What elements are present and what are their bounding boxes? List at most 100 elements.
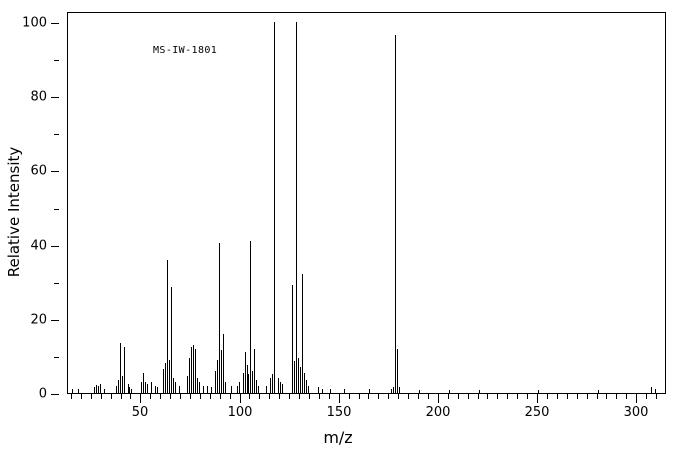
y-tick-minor [54, 283, 59, 284]
peak-bar [179, 385, 180, 393]
peak-bar [369, 389, 370, 393]
x-tick-minor [289, 394, 290, 399]
x-tick-minor [597, 394, 598, 399]
x-tick-label: 250 [524, 405, 550, 420]
y-tick-minor [54, 209, 59, 210]
peak-bar [131, 388, 132, 393]
y-tick-major [51, 23, 59, 24]
x-tick-minor [497, 394, 498, 399]
x-tick-minor [527, 394, 528, 399]
x-tick-minor [190, 394, 191, 399]
peak-bar [157, 387, 158, 393]
x-tick-minor [111, 394, 112, 399]
plot-area: MS-IW-1801 [67, 12, 666, 394]
peak-bar [165, 363, 166, 393]
peak-bar [247, 365, 248, 393]
y-tick-major [51, 246, 59, 247]
peak-bar [395, 35, 396, 393]
sample-label: MS-IW-1801 [153, 45, 218, 56]
y-tick-label: 60 [30, 163, 47, 179]
x-tick-minor [468, 394, 469, 399]
x-axis: 50 100 150 200 250 300 m/z [0, 394, 676, 455]
peak-bar [274, 22, 275, 393]
peak-bar [193, 344, 194, 393]
x-tick-minor [487, 394, 488, 399]
x-tick-major [636, 394, 637, 403]
peak-bar [300, 367, 301, 393]
peak-bar [116, 385, 117, 393]
x-tick-minor [388, 394, 389, 399]
x-tick-minor [616, 394, 617, 399]
peak-bar [191, 346, 192, 393]
peak-bar [270, 378, 271, 393]
x-tick-minor [557, 394, 558, 399]
y-tick-label: 40 [30, 238, 47, 254]
peak-bar [171, 287, 172, 393]
x-tick-label: 50 [131, 405, 149, 420]
y-tick-label: 80 [30, 89, 47, 105]
x-tick-major [339, 394, 340, 403]
peak-bar [120, 342, 121, 393]
peak-bar [151, 381, 152, 393]
peak-bar [189, 357, 190, 393]
x-tick-minor [309, 394, 310, 399]
y-tick-label: 0 [38, 386, 47, 402]
x-tick-minor [81, 394, 82, 399]
peak-bar [199, 381, 200, 393]
peak-bar [344, 389, 345, 393]
x-tick-minor [220, 394, 221, 399]
x-tick-minor [259, 394, 260, 399]
x-tick-minor [587, 394, 588, 399]
x-tick-label: 100 [227, 405, 253, 420]
x-tick-minor [408, 394, 409, 399]
x-tick-minor [180, 394, 181, 399]
peak-bar [419, 390, 420, 393]
x-tick-minor [577, 394, 578, 399]
x-tick-minor [646, 394, 647, 399]
y-tick-major [51, 320, 59, 321]
peak-bar [163, 368, 164, 393]
peak-bar [479, 390, 480, 393]
peak-bar [129, 387, 130, 393]
peak-bar [72, 388, 73, 393]
peak-bar [302, 274, 303, 393]
x-tick-minor [368, 394, 369, 399]
x-tick-minor [160, 394, 161, 399]
x-tick-label: 150 [326, 405, 352, 420]
peak-bar [245, 352, 246, 393]
y-tick-major [51, 394, 59, 395]
peak-series [68, 13, 665, 393]
x-tick-minor [656, 394, 657, 399]
y-tick-major [51, 97, 59, 98]
x-tick-minor [299, 394, 300, 399]
x-tick-minor [428, 394, 429, 399]
peak-bar [306, 380, 307, 393]
peak-bar [124, 346, 125, 393]
x-tick-minor [230, 394, 231, 399]
y-tick-label: 100 [22, 15, 47, 31]
x-tick-minor [349, 394, 350, 399]
x-tick-minor [329, 394, 330, 399]
peak-bar [217, 359, 218, 393]
y-tick-minor [54, 134, 59, 135]
peak-bar [294, 361, 295, 393]
peak-bar [391, 389, 392, 393]
peak-bar [282, 383, 283, 393]
peak-bar [330, 389, 331, 393]
peak-bar [118, 380, 119, 393]
peak-bar [304, 372, 305, 393]
peak-bar [167, 259, 168, 393]
y-tick-label: 20 [30, 312, 47, 328]
peak-bar [266, 385, 267, 393]
x-tick-minor [71, 394, 72, 399]
x-tick-minor [200, 394, 201, 399]
x-tick-minor [398, 394, 399, 399]
x-tick-minor [517, 394, 518, 399]
peak-bar [94, 387, 95, 393]
x-tick-minor [130, 394, 131, 399]
x-tick-minor [606, 394, 607, 399]
peak-bar [296, 22, 297, 393]
x-tick-minor [249, 394, 250, 399]
x-tick-minor [478, 394, 479, 399]
peak-bar [655, 388, 656, 393]
